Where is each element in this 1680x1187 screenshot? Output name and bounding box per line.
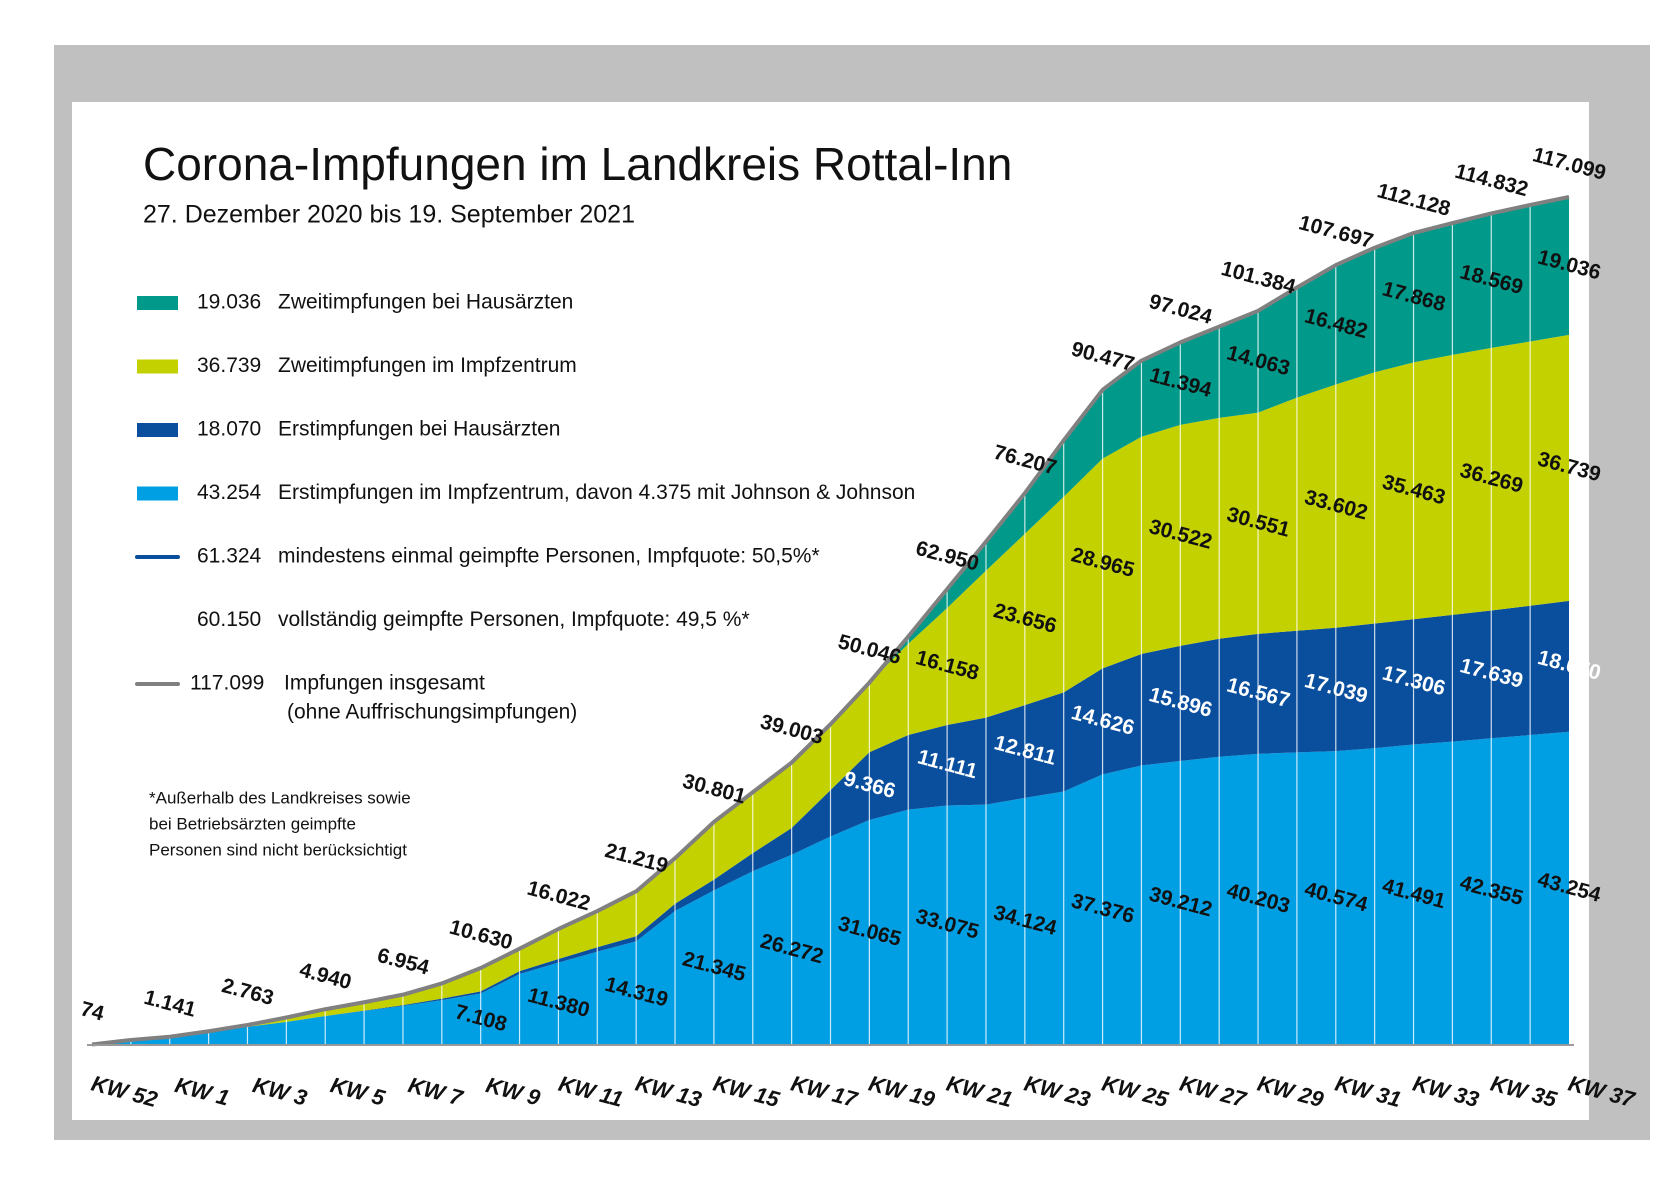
chart-title: Corona-Impfungen im Landkreis Rottal-Inn bbox=[143, 138, 1012, 190]
legend-swatch bbox=[137, 486, 178, 501]
legend-swatch bbox=[137, 359, 178, 374]
legend-value: 60.150 bbox=[197, 608, 261, 631]
legend-label: Zweitimpfungen bei Hausärzten bbox=[278, 291, 573, 314]
area bbox=[92, 197, 1569, 1045]
footnote: *Außerhalb des Landkreises sowie bbox=[149, 788, 411, 807]
legend-value: 61.324 bbox=[197, 545, 262, 568]
footnote: Personen sind nicht berücksichtigt bbox=[149, 840, 407, 859]
legend-label: (ohne Auffrischungsimpfungen) bbox=[287, 701, 577, 724]
legend-label: Impfungen insgesamt bbox=[284, 672, 485, 695]
legend-swatch bbox=[137, 423, 178, 437]
total-line bbox=[91, 195, 1570, 1047]
legend-label: Erstimpfungen im Impfzentrum, davon 4.37… bbox=[278, 481, 915, 504]
legend-value: 117.099 bbox=[190, 672, 264, 695]
legend-swatch bbox=[137, 296, 178, 310]
legend-value: 18.070 bbox=[197, 418, 261, 441]
chart-subtitle: 27. Dezember 2020 bis 19. September 2021 bbox=[143, 201, 635, 229]
legend-label: Zweitimpfungen im Impfzentrum bbox=[278, 354, 577, 377]
area bbox=[92, 334, 1569, 1045]
legend-label: mindestens einmal geimpfte Personen, Imp… bbox=[278, 545, 820, 568]
footnote: bei Betriebsärzten geimpfte bbox=[149, 814, 356, 833]
legend-label: vollständig geimpfte Personen, Impfquote… bbox=[278, 608, 750, 631]
legend-value: 43.254 bbox=[197, 481, 262, 504]
legend-label: Erstimpfungen bei Hausärzten bbox=[278, 418, 561, 441]
legend-value: 36.739 bbox=[197, 354, 261, 377]
legend-value: 19.036 bbox=[197, 291, 261, 314]
